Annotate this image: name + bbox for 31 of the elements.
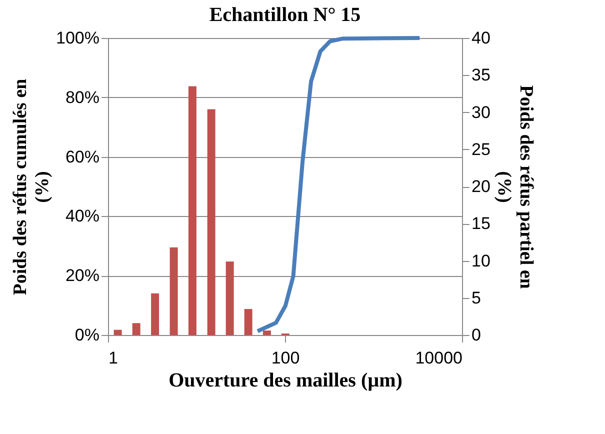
bar [262, 330, 271, 335]
bar [226, 261, 234, 335]
y2-tick-label: 10 [472, 251, 490, 270]
bar [114, 330, 122, 335]
y2-tick-label: 25 [472, 140, 490, 159]
y2-tick-label: 20 [472, 177, 490, 196]
y2-tick-label: 35 [472, 66, 490, 85]
bar [151, 293, 160, 335]
y-tick-label: 80% [65, 88, 100, 107]
bar [132, 323, 140, 335]
y-tick-label: 20% [65, 266, 100, 286]
y2-tick-label: 40 [472, 28, 490, 48]
y2-tick-label: 0 [472, 326, 481, 344]
y-tick-label: 0% [74, 326, 100, 344]
y-tick-label: 60% [65, 147, 100, 166]
bar [207, 109, 216, 335]
y-axis-title: Poids des réfus cumulés en (%) [10, 78, 54, 296]
y2-tick-label: 5 [472, 288, 481, 308]
bar [244, 309, 252, 335]
y2-tick-label: 30 [472, 102, 490, 122]
y2-axis-title: Poids des réfus partiel en (%) [493, 85, 536, 290]
y2-tick-label: 15 [472, 214, 490, 234]
bar [170, 247, 178, 335]
x-tick-label: 100 [271, 348, 300, 368]
y-tick-label: 100% [56, 28, 100, 48]
bar [188, 86, 196, 335]
x-tick-label: 10000 [415, 348, 462, 368]
x-axis-title: Ouverture des mailles (µm) [168, 370, 402, 392]
chart-title: Echantillon N° 15 [209, 4, 361, 26]
x-tick-label: 1 [108, 348, 118, 368]
y-tick-label: 40% [65, 206, 100, 226]
